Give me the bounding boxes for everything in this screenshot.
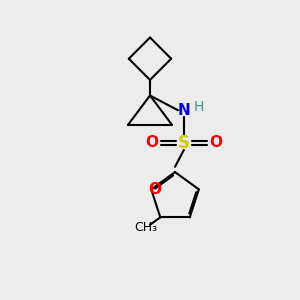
Text: O: O — [145, 135, 158, 150]
Text: O: O — [210, 135, 223, 150]
Text: S: S — [178, 134, 190, 152]
Text: N: N — [178, 103, 190, 118]
Text: H: H — [194, 100, 204, 114]
Text: O: O — [148, 182, 161, 197]
Text: CH₃: CH₃ — [134, 221, 157, 234]
